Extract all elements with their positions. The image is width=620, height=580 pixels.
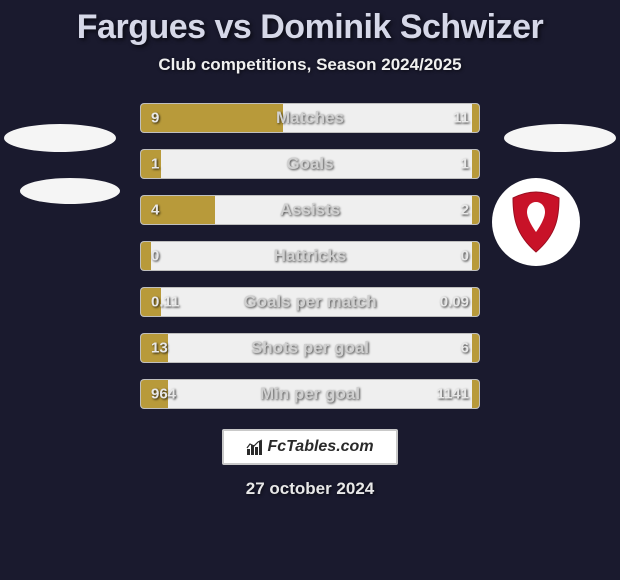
bar-left-fill [141,242,151,270]
stat-label: Assists [280,200,340,220]
stat-row: Hattricks 0 0 [140,241,480,271]
brand-badge: FcTables.com [222,429,398,465]
stat-value-left: 0 [151,248,159,265]
bar-right-fill [472,380,479,408]
stat-label: Goals per match [243,292,376,312]
stat-value-left: 13 [151,340,168,357]
stat-value-right: 11 [453,110,469,127]
stat-row: Shots per goal 13 6 [140,333,480,363]
stat-row: Goals per match 0.11 0.09 [140,287,480,317]
bars-icon [246,438,264,456]
bar-right-fill [472,334,479,362]
page-title: Fargues vs Dominik Schwizer [0,8,620,47]
bar-left-fill [141,104,283,132]
comparison-container: Fargues vs Dominik Schwizer Club competi… [0,0,620,580]
stat-value-left: 964 [151,386,176,403]
stat-label: Hattricks [274,246,347,266]
stat-label: Matches [276,108,344,128]
stat-bars: Matches911Goals11Assists42Hattricks00Goa… [140,103,480,409]
stat-value-right: 0.09 [440,294,469,311]
brand-text: FcTables.com [267,438,373,456]
date-text: 27 october 2024 [0,479,620,499]
bar-right-fill [472,288,479,316]
stat-row: Min per goal 964 1141 [140,379,480,409]
stat-value-left: 4 [151,202,159,219]
bar-right-fill [472,104,479,132]
stat-value-right: 1 [461,156,469,173]
stat-value-left: 0.11 [151,294,179,311]
stats-area: Matches911Goals11Assists42Hattricks00Goa… [0,103,620,409]
stat-value-left: 9 [151,110,159,127]
stat-row: Goals 1 1 [140,149,480,179]
stat-value-right: 1141 [436,386,469,403]
stat-row: Assists 4 2 [140,195,480,225]
subtitle: Club competitions, Season 2024/2025 [0,55,620,75]
bar-right-fill [472,242,479,270]
bar-right-fill [472,150,479,178]
stat-label: Min per goal [260,384,360,404]
bar-right-fill [472,196,479,224]
stat-row: Matches 9 11 [140,103,480,133]
stat-label: Goals [286,154,333,174]
stat-value-right: 2 [461,202,469,219]
stat-label: Shots per goal [251,338,369,358]
stat-value-left: 1 [151,156,159,173]
stat-value-right: 0 [461,248,469,265]
stat-value-right: 6 [461,340,469,357]
